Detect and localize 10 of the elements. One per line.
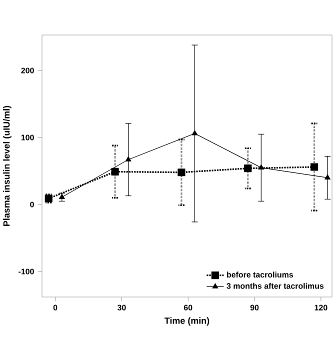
point — [192, 130, 198, 136]
point — [125, 156, 132, 162]
point — [258, 164, 264, 170]
point — [310, 163, 318, 171]
point — [244, 164, 252, 172]
point — [111, 168, 119, 176]
point — [324, 174, 330, 180]
y-axis-title: Plasma insulin level (uIU/ml) — [3, 106, 12, 226]
x-axis-title: Time (min) — [164, 317, 210, 326]
point — [178, 168, 186, 176]
